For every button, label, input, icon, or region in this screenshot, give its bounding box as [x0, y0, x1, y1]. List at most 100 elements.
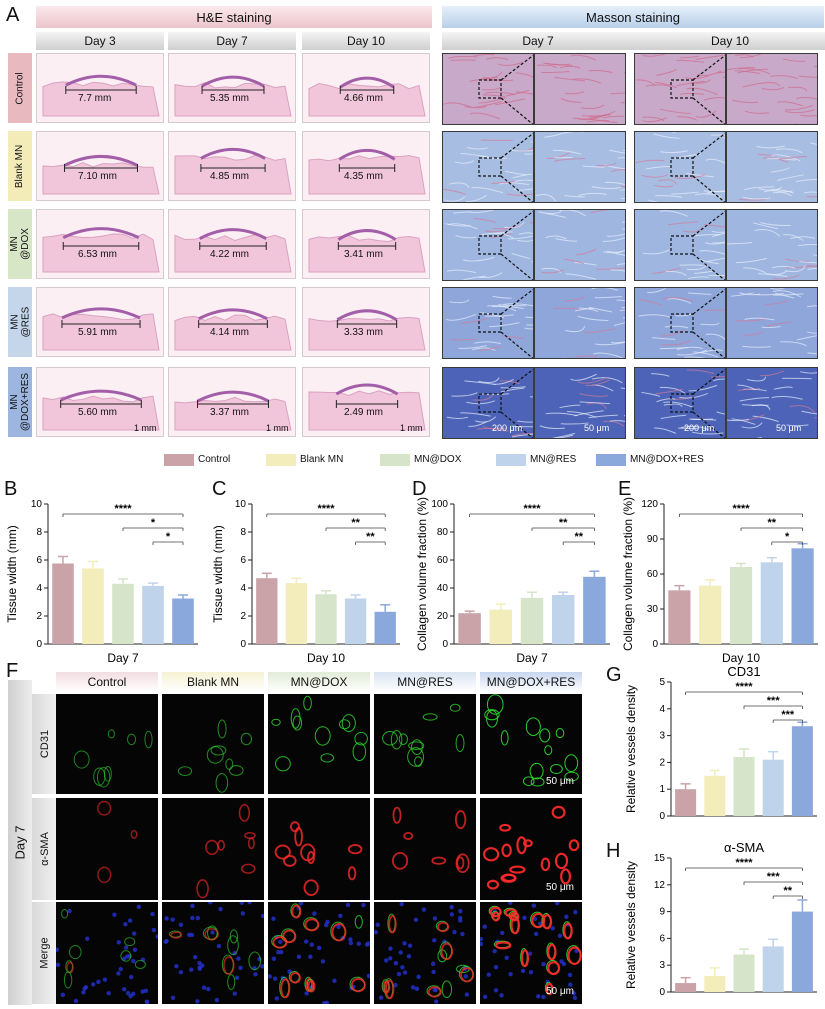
masson-zoom-image	[726, 131, 818, 203]
y-tick-label: 20	[437, 611, 449, 622]
if-image	[374, 798, 476, 900]
if-scale-bar: 50 μm	[546, 776, 574, 787]
he-scale-bar: 1 mm	[400, 423, 423, 433]
masson-zoom-image	[726, 53, 818, 125]
significance-label: ****	[114, 503, 132, 515]
if-scale-bar: 50 μm	[546, 986, 574, 997]
if-group-header: Control	[56, 672, 158, 692]
masson-overview-image	[634, 367, 726, 439]
masson-day-header: Day 10	[634, 32, 825, 50]
panel-label-c: C	[212, 478, 227, 500]
legend-label: MN@DOX	[414, 454, 462, 465]
significance-label: **	[768, 517, 777, 529]
he-tissue-image	[302, 209, 430, 279]
bar	[762, 946, 784, 992]
if-day-label: Day 7	[12, 825, 28, 860]
wound-width-label: 3.33 mm	[344, 327, 383, 338]
y-tick-label: 40	[437, 583, 449, 594]
bar	[791, 911, 813, 992]
bar	[551, 595, 575, 644]
if-image	[162, 798, 264, 900]
y-axis-label: Tissue width (mm)	[211, 525, 225, 623]
he-tissue-image	[168, 209, 296, 279]
x-axis-label: Day 10	[307, 651, 345, 665]
legend-label: MN@RES	[530, 454, 577, 465]
y-axis-label: Relative vessels density	[624, 861, 638, 989]
y-tick-label: 0	[36, 639, 42, 650]
bar	[520, 597, 544, 644]
y-tick-label: 2	[36, 611, 42, 622]
y-tick-label: 5	[659, 677, 665, 688]
y-tick-label: 3	[659, 960, 665, 971]
bar	[315, 594, 337, 644]
legend-swatch	[164, 454, 194, 466]
wound-width-label: 3.37 mm	[210, 407, 249, 418]
if-row-label: α-SMA	[32, 798, 58, 900]
y-tick-label: 10	[31, 499, 43, 510]
y-tick-label: 120	[641, 499, 658, 510]
panel-label-e: E	[618, 478, 632, 500]
masson-zoom-image	[534, 53, 626, 125]
bar	[791, 548, 814, 644]
y-axis-label: Tissue width (mm)	[5, 525, 19, 623]
if-image	[268, 902, 370, 1004]
masson-zoom-image	[534, 131, 626, 203]
wound-width-label: 7.10 mm	[78, 171, 117, 182]
bar	[52, 563, 74, 644]
masson-zoom-image	[726, 209, 818, 281]
he-tissue-image	[302, 131, 430, 201]
he-day-header: Day 10	[302, 32, 430, 50]
y-tick-label: 0	[652, 639, 658, 650]
y-tick-label: 80	[437, 527, 449, 538]
significance-label: **	[784, 885, 793, 897]
bar	[583, 576, 606, 644]
bar	[699, 585, 722, 644]
masson-overview-image	[442, 209, 534, 281]
significance-label: *	[785, 531, 790, 543]
significance-label: **	[351, 517, 360, 529]
masson-overview-image	[442, 53, 534, 125]
he-scale-bar: 1 mm	[134, 423, 157, 433]
he-tissue-image	[36, 131, 164, 201]
y-tick-label: 0	[659, 811, 665, 822]
significance-label: ****	[732, 503, 750, 515]
wound-width-label: 7.7 mm	[78, 93, 112, 104]
masson-day-header: Day 7	[442, 32, 634, 50]
he-scale-bar: 1 mm	[266, 423, 289, 433]
bar	[172, 598, 194, 644]
masson-overview-image	[442, 367, 534, 439]
he-tissue-image	[36, 367, 164, 437]
masson-zoom-image	[534, 367, 626, 439]
y-axis-label: Collagen volume fraction (%)	[621, 497, 635, 651]
y-axis-label: Collagen volume fraction (%)	[415, 497, 429, 651]
if-image	[56, 902, 158, 1004]
he-tissue-image	[302, 287, 430, 357]
y-tick-label: 10	[235, 499, 247, 510]
y-tick-label: 6	[240, 555, 246, 566]
if-group-header: MN@RES	[374, 672, 476, 692]
if-group-header: Blank MN	[162, 672, 264, 692]
wound-width-label: 6.53 mm	[78, 249, 117, 260]
y-tick-label: 30	[647, 604, 659, 615]
if-image	[268, 798, 370, 900]
legend-swatch	[266, 454, 296, 466]
legend-label: Blank MN	[300, 454, 344, 465]
if-day-tab: Day 7	[8, 680, 32, 1005]
masson-overview-image	[634, 53, 726, 125]
y-tick-label: 0	[240, 639, 246, 650]
he-row-label: MN @DOX	[8, 209, 32, 279]
masson-zoom-image	[726, 367, 818, 439]
he-row-label: MN @RES	[8, 287, 32, 357]
masson-overview-image	[442, 287, 534, 359]
masson-scale-bar: 50 μm	[776, 423, 802, 433]
bar	[489, 609, 513, 644]
masson-overview-image	[442, 131, 534, 203]
significance-label: ****	[735, 857, 753, 869]
bar	[458, 613, 481, 644]
if-image	[56, 798, 158, 900]
y-tick-label: 8	[240, 527, 246, 538]
he-tissue-image	[36, 53, 164, 123]
panel-label-a: A	[6, 4, 20, 26]
significance-label: ***	[767, 871, 781, 883]
